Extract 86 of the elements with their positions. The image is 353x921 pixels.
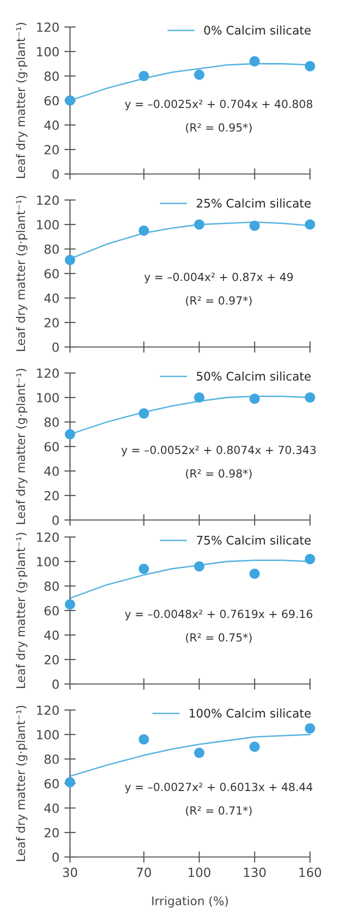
y-tick-label: 60 xyxy=(44,96,59,106)
point xyxy=(304,554,316,564)
legend-label: 0% Calcim silicate xyxy=(204,26,311,35)
point xyxy=(138,564,149,574)
point xyxy=(304,219,316,230)
y-tick-label: 60 xyxy=(44,268,59,278)
y-axis-title: Leaf dry matter (g·plant⁻¹) xyxy=(16,22,28,178)
annotation: y = –0.0052x² + 0.8074x + 70.343 xyxy=(121,446,316,456)
y-tick-label: 0 xyxy=(52,515,59,525)
y-tick-label: 20 xyxy=(44,828,59,838)
point xyxy=(249,220,260,231)
point xyxy=(64,599,76,610)
point xyxy=(138,225,149,236)
y-tick-label: 40 xyxy=(44,293,59,303)
annotation: (R² = 0.71*) xyxy=(186,806,252,816)
y-tick-label: 0 xyxy=(52,852,59,862)
y-tick-label: 0 xyxy=(52,169,59,179)
point xyxy=(249,742,260,752)
point xyxy=(304,723,316,734)
y-tick-label: 80 xyxy=(44,417,59,427)
point xyxy=(64,429,76,440)
y-tick-label: 120 xyxy=(37,195,59,205)
y-axis-title: Leaf dry matter (g·plant⁻¹) xyxy=(16,368,28,524)
x-tick-label: 160 xyxy=(299,868,322,878)
annotation: (R² = 0.97*) xyxy=(186,296,252,306)
legend-label: 50% Calcim silicate xyxy=(196,372,311,381)
y-tick-label: 100 xyxy=(37,46,59,56)
point xyxy=(249,568,260,579)
x-tick-label: 70 xyxy=(136,868,151,878)
y-axis-title: Leaf dry matter (g·plant⁻¹) xyxy=(16,532,28,688)
y-tick-label: 100 xyxy=(37,220,59,230)
y-tick-label: 40 xyxy=(44,466,59,476)
y-tick-label: 40 xyxy=(44,120,59,130)
annotation: (R² = 0.98*) xyxy=(186,469,252,479)
legend-label: 75% Calcim silicate xyxy=(196,536,311,545)
annotation: y = –0.0048x² + 0.7619x + 69.16 xyxy=(124,610,312,620)
x-tick-label: 130 xyxy=(244,868,266,878)
y-tick-label: 120 xyxy=(37,22,59,32)
y-tick-label: 0 xyxy=(52,679,59,689)
annotation: y = –0.0025x² + 0.704x + 40.808 xyxy=(124,100,312,110)
point xyxy=(64,95,76,106)
point xyxy=(249,56,260,66)
y-tick-label: 80 xyxy=(44,244,59,254)
legend-label: 25% Calcim silicate xyxy=(196,198,311,208)
point xyxy=(304,392,316,403)
point xyxy=(194,392,204,403)
y-tick-label: 120 xyxy=(37,705,59,715)
y-tick-label: 60 xyxy=(44,778,59,788)
legend-label: 100% Calcim silicate xyxy=(190,708,311,718)
y-tick-label: 60 xyxy=(44,606,59,616)
x-tick-label: 30 xyxy=(63,868,78,878)
point xyxy=(194,219,204,230)
y-tick-label: 100 xyxy=(37,392,59,402)
y-tick-label: 80 xyxy=(44,754,59,764)
y-tick-label: 20 xyxy=(44,654,59,664)
point xyxy=(249,394,260,404)
point xyxy=(194,748,204,758)
y-tick-label: 80 xyxy=(44,581,59,591)
y-axis-title: Leaf dry matter (g·plant⁻¹) xyxy=(16,196,28,351)
y-tick-label: 20 xyxy=(44,490,59,500)
y-tick-label: 120 xyxy=(37,532,59,542)
annotation: (R² = 0.75*) xyxy=(186,633,252,643)
point xyxy=(138,734,149,745)
annotation: y = –0.004x² + 0.87x + 49 xyxy=(144,272,293,284)
y-tick-label: 40 xyxy=(44,630,59,640)
x-axis-title: Irrigation (%) xyxy=(152,896,228,908)
point xyxy=(194,70,204,80)
point xyxy=(194,561,204,572)
y-axis-title: Leaf dry matter (g·plant⁻¹) xyxy=(16,706,28,861)
y-tick-label: 80 xyxy=(44,71,59,81)
y-tick-label: 20 xyxy=(44,144,59,154)
x-tick-label: 100 xyxy=(188,868,210,878)
y-tick-label: 40 xyxy=(44,803,59,813)
point xyxy=(138,408,149,419)
y-tick-label: 0 xyxy=(52,342,59,352)
annotation: (R² = 0.95*) xyxy=(186,123,252,133)
point xyxy=(138,70,149,82)
annotation: y = –0.0027x² + 0.6013x + 48.44 xyxy=(124,782,312,794)
point xyxy=(64,254,76,266)
y-tick-label: 60 xyxy=(44,442,59,452)
y-tick-label: 100 xyxy=(37,556,59,566)
y-tick-label: 20 xyxy=(44,318,59,328)
point xyxy=(64,777,76,788)
y-tick-label: 100 xyxy=(37,730,59,740)
point xyxy=(304,61,316,72)
y-tick-label: 120 xyxy=(37,368,59,378)
